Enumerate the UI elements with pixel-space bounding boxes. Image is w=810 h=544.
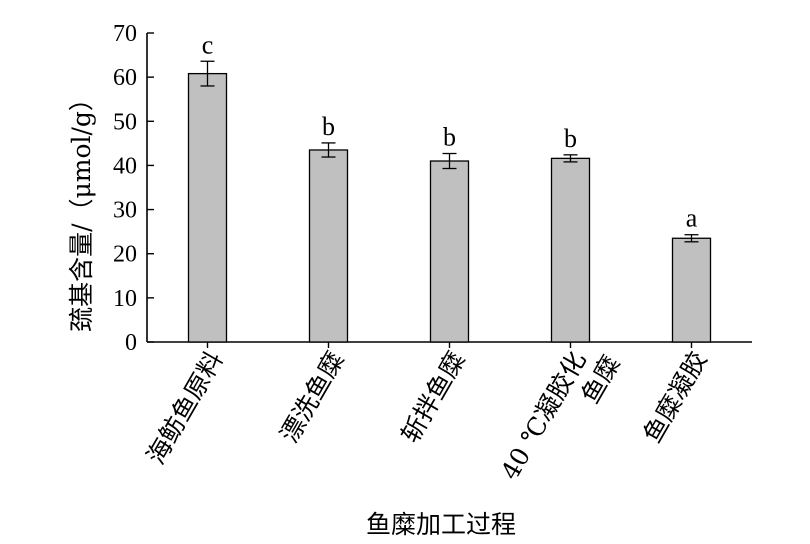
error-bar	[321, 142, 336, 158]
y-tick-label: 10	[113, 286, 137, 312]
x-category-label: 海鲂鱼原料	[141, 347, 229, 470]
error-bar	[200, 60, 215, 87]
significance-label: a	[686, 204, 698, 233]
x-category-label: 鱼糜凝胶	[638, 347, 713, 448]
significance-label: b	[564, 124, 577, 153]
error-bar	[442, 152, 457, 170]
x-category-label: 漂洗鱼糜	[275, 347, 350, 448]
y-axis-ticks: 0 10 20 30 40 50 60 70	[113, 21, 154, 356]
significance-label: c	[202, 30, 214, 59]
y-tick-label: 60	[113, 65, 137, 91]
bar	[308, 149, 349, 343]
y-tick-label: 50	[113, 109, 137, 135]
significance-label: b	[443, 123, 456, 152]
y-tick-label: 0	[125, 330, 137, 356]
error-bar	[563, 154, 578, 163]
bar	[429, 160, 470, 343]
significance-label: b	[322, 112, 335, 141]
x-category-label: 40 ℃凝胶化	[495, 347, 591, 485]
x-axis-title: 鱼糜加工过程	[366, 510, 516, 539]
y-tick-label: 40	[113, 153, 137, 179]
y-tick-label: 20	[113, 242, 137, 268]
bar	[187, 72, 228, 343]
bars: c b b b a	[187, 30, 712, 343]
error-bar	[684, 234, 699, 243]
bar	[671, 237, 712, 343]
bar	[550, 157, 591, 343]
y-tick-label: 30	[113, 198, 137, 224]
x-category-label: 斩拌鱼糜	[396, 347, 471, 448]
y-axis-title: 巯基含量/（μmol/g）	[67, 86, 96, 332]
y-tick-label: 70	[113, 21, 137, 47]
